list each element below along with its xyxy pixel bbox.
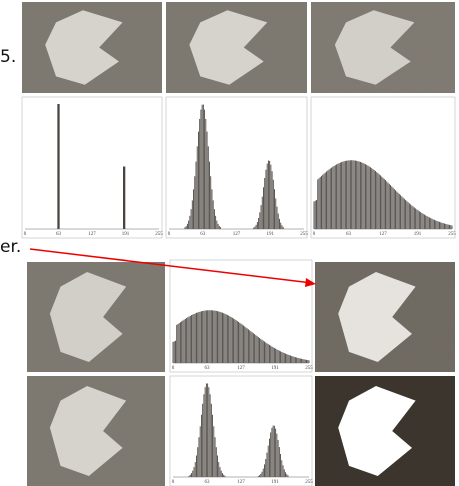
text-fragment: er. — [0, 237, 21, 257]
histogram-tick-label: 191 — [267, 232, 275, 237]
histogram-tick-label: 63 — [200, 232, 206, 237]
histogram-tick-label: 63 — [56, 232, 62, 237]
histogram-tick-label: 63 — [205, 480, 211, 485]
histogram-tick-label: 0 — [313, 232, 316, 237]
histogram-tick-label: 127 — [233, 232, 241, 237]
arrow-head — [305, 278, 316, 287]
histogram-tick-label: 63 — [205, 366, 211, 371]
arrow — [29, 248, 313, 284]
histogram-tick-label: 255 — [155, 232, 163, 237]
histogram-tick-label: 0 — [168, 232, 171, 237]
image — [27, 262, 165, 372]
image — [315, 376, 455, 486]
image — [27, 376, 165, 486]
histogram-tick-label: 127 — [237, 480, 245, 485]
histogram-tick-label: 0 — [24, 232, 27, 237]
histogram: 0 63 127 191 255 — [169, 259, 313, 373]
histogram-tick-label: 255 — [305, 480, 313, 485]
histogram-tick-label: 255 — [448, 232, 456, 237]
histogram-tick-label: 127 — [379, 232, 387, 237]
image — [22, 2, 162, 93]
histogram: 0 63 127 191 255 — [165, 96, 308, 239]
image — [315, 262, 455, 372]
histogram: 0 63 127 191 255 — [21, 96, 163, 239]
histogram-frame — [21, 96, 163, 239]
histogram-tick-label: 255 — [300, 232, 308, 237]
histogram-frame — [165, 96, 308, 239]
histogram-tick-label: 0 — [172, 480, 175, 485]
histogram-frame — [169, 375, 313, 486]
image — [311, 2, 455, 93]
histogram-tick-label: 127 — [237, 366, 245, 371]
image — [166, 2, 307, 93]
histogram-tick-label: 255 — [305, 366, 313, 371]
histogram-tick-label: 0 — [172, 366, 175, 371]
histogram-tick-label: 63 — [346, 232, 352, 237]
histogram: 0 63 127 191 255 — [310, 96, 456, 239]
histogram-tick-label: 191 — [122, 232, 130, 237]
histogram-tick-label: 127 — [88, 232, 96, 237]
histogram-tick-label: 191 — [414, 232, 422, 237]
histogram-tick-label: 191 — [271, 480, 279, 485]
histogram-tick-label: 191 — [271, 366, 279, 371]
text-fragment: 5. — [0, 47, 16, 67]
histogram: 0 63 127 191 255 — [169, 375, 313, 486]
